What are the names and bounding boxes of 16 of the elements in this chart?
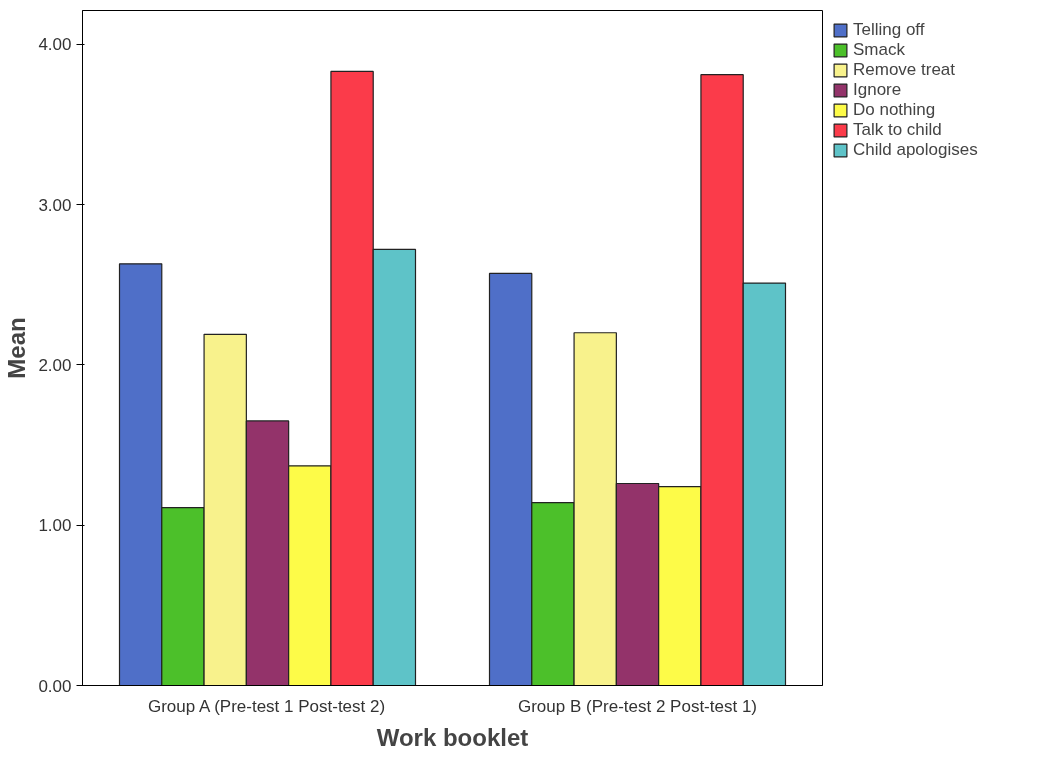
legend-label: Do nothing: [853, 100, 936, 120]
y-axis-title: Mean: [3, 317, 31, 379]
y-tick-label: 2.00: [38, 355, 72, 375]
x-axis-title: Work booklet: [376, 723, 529, 751]
legend-label: Remove treat: [853, 60, 956, 80]
y-tick-label: 0.00: [38, 676, 72, 696]
legend-label: Child apologises: [853, 140, 978, 160]
y-tick-label: 1.00: [38, 516, 72, 536]
legend-label: Talk to child: [853, 120, 942, 140]
legend-label: Smack: [853, 40, 905, 60]
x-tick-label: Group A (Pre-test 1 Post-test 2): [147, 696, 386, 716]
x-tick-label: Group B (Pre-test 2 Post-test 1): [517, 696, 758, 716]
y-tick-label: 4.00: [38, 35, 72, 55]
legend-label: Telling off: [853, 20, 925, 40]
y-tick-label: 3.00: [38, 195, 72, 215]
legend-label: Ignore: [853, 80, 902, 100]
